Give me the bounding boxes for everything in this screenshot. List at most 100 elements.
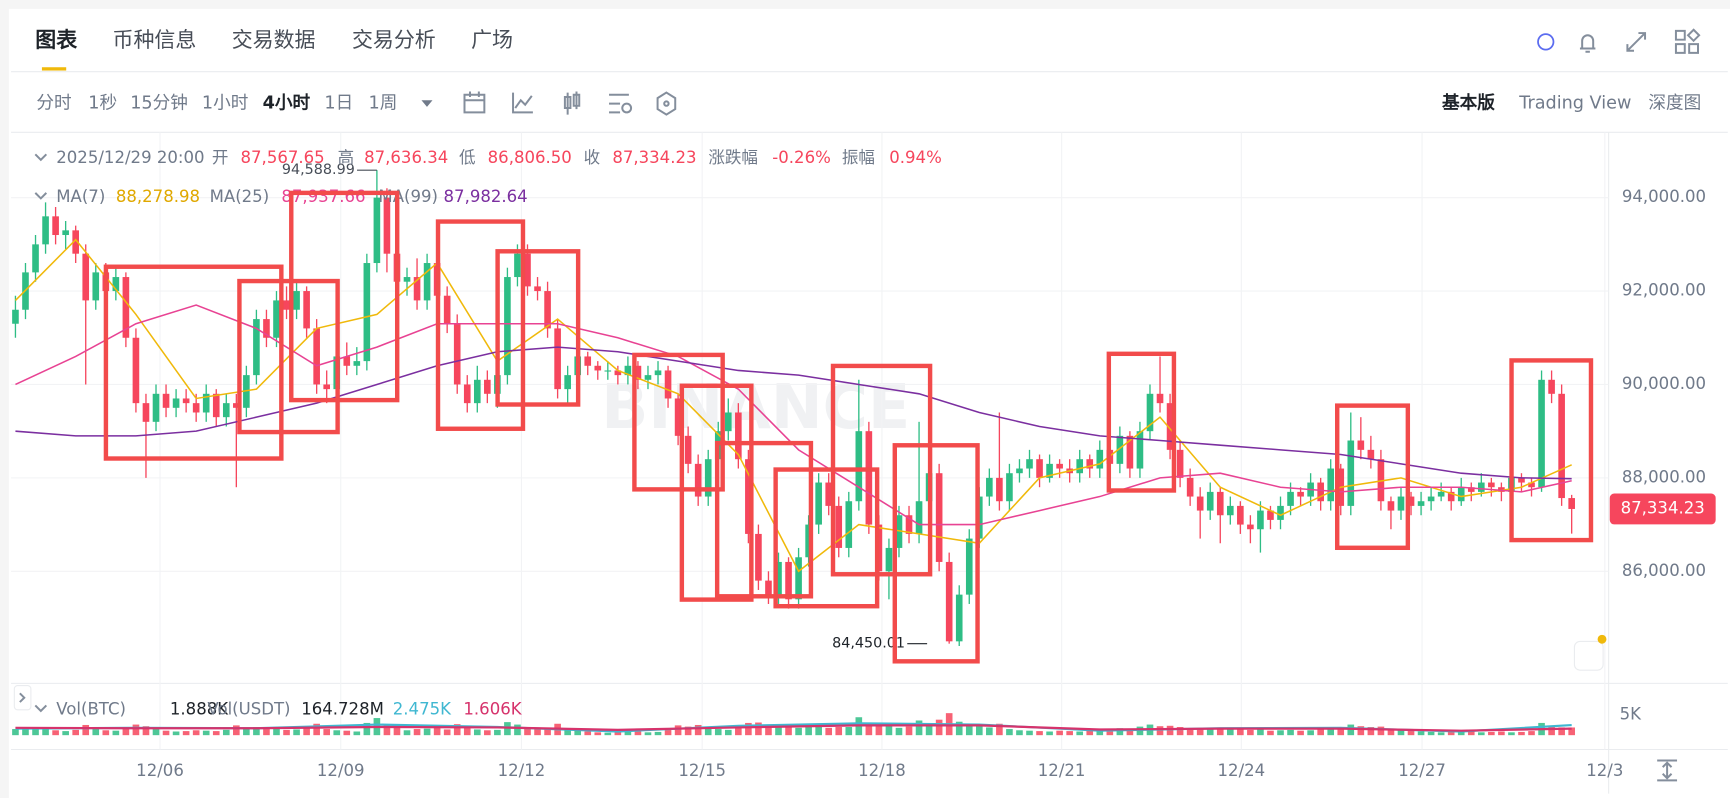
- volume-bar: [152, 729, 160, 736]
- volume-bar: [484, 730, 491, 736]
- info-label: 振幅: [842, 148, 875, 167]
- volume-bar: [835, 727, 843, 736]
- volume-bar: [353, 731, 361, 736]
- candle-body: [182, 398, 190, 404]
- candle-body: [303, 291, 310, 329]
- indicator-icon[interactable]: [512, 92, 533, 114]
- collapse[interactable]: [34, 153, 48, 162]
- candle-body: [674, 398, 682, 436]
- candle-body: [1176, 449, 1184, 478]
- volume-bar: [1357, 726, 1365, 736]
- candle-body: [233, 403, 240, 408]
- side-toggle[interactable]: [13, 685, 32, 711]
- legend-name: Vol(BTC): [56, 699, 126, 718]
- tab[interactable]: 交易分析: [352, 28, 436, 52]
- view[interactable]: 深度图: [1648, 93, 1701, 114]
- tab[interactable]: 币种信息: [113, 28, 197, 52]
- date-icon[interactable]: [463, 91, 486, 114]
- note-button[interactable]: [1573, 640, 1604, 671]
- tab[interactable]: 图表: [35, 28, 77, 52]
- interval[interactable]: 1日: [324, 94, 353, 114]
- volume-bar: [1417, 731, 1425, 736]
- volume-bar: [1267, 730, 1274, 736]
- expand-icon[interactable]: [1626, 32, 1647, 52]
- volume-bar: [594, 732, 602, 736]
- tabs: 图表 币种信息 交易数据 交易分析 广场: [35, 28, 513, 71]
- candle-body: [855, 431, 863, 502]
- volume-bar: [333, 730, 341, 736]
- scale-button[interactable]: [1657, 759, 1678, 782]
- volume-bar: [192, 730, 200, 736]
- candle-body: [12, 309, 19, 324]
- volume-bar: [574, 730, 582, 736]
- ai-icon[interactable]: [1537, 33, 1555, 51]
- candle-body: [1156, 393, 1164, 404]
- candle-body: [1427, 496, 1435, 502]
- box: [632, 352, 725, 492]
- volume-bar: [1056, 730, 1063, 736]
- volume-bar: [1026, 730, 1033, 736]
- legend-value: 164.728M: [301, 699, 384, 718]
- candle-body: [1367, 449, 1375, 460]
- tool-icon[interactable]: [656, 91, 677, 116]
- candle-body: [935, 473, 943, 562]
- volume-bar: [494, 729, 501, 736]
- volume-bar: [212, 731, 220, 736]
- candle-body: [845, 501, 853, 548]
- volume-bar: [634, 731, 642, 736]
- interval[interactable]: 4小时: [263, 93, 311, 114]
- card: [8, 8, 1730, 798]
- volume-bar: [534, 729, 541, 736]
- layout-icon[interactable]: [1674, 28, 1701, 54]
- volume-bar: [1006, 729, 1013, 736]
- collapse[interactable]: [34, 192, 48, 200]
- settings-icon[interactable]: [609, 93, 633, 114]
- volume-bar: [1518, 731, 1525, 736]
- interval[interactable]: 1秒: [88, 93, 117, 114]
- volume-bar: [142, 726, 150, 736]
- tab[interactable]: 广场: [471, 28, 513, 52]
- volume-bar: [875, 723, 883, 736]
- toolbar: 分时 1秒 15分钟 1小时 4小时 1日 1周 基本版 Trading Vie…: [36, 91, 1701, 116]
- bell-icon[interactable]: [1579, 34, 1596, 53]
- view[interactable]: Trading View: [1518, 94, 1631, 114]
- candle-body: [92, 272, 100, 301]
- volume-bar: [453, 724, 461, 736]
- volume-bar: [714, 729, 722, 736]
- candle-body: [1548, 379, 1555, 394]
- info-value: 0.94%: [889, 148, 942, 167]
- volume-bar: [122, 728, 130, 736]
- candle-body: [965, 538, 973, 595]
- legend-value: 87,982.64: [444, 187, 528, 206]
- interval[interactable]: 1小时: [202, 93, 248, 114]
- interval[interactable]: 15分钟: [130, 93, 188, 114]
- x-tick-label: 12/3: [1586, 761, 1623, 780]
- interval[interactable]: 分时: [36, 93, 71, 114]
- volume-bar: [1307, 730, 1314, 736]
- info-label: 开: [212, 148, 229, 167]
- volume-bar: [102, 730, 110, 736]
- candle-body: [765, 580, 772, 595]
- candle-body: [915, 501, 923, 534]
- volume-bar: [885, 726, 893, 736]
- candle-body: [1136, 431, 1144, 469]
- y-tick-label: 88,000.00: [1622, 467, 1706, 486]
- interval[interactable]: 1周: [369, 94, 398, 114]
- dropdown[interactable]: [421, 100, 433, 107]
- tab[interactable]: 交易数据: [232, 28, 316, 52]
- tab-underline: [41, 67, 67, 71]
- volume-bar: [775, 725, 782, 736]
- candle-body: [584, 356, 592, 366]
- volume-bar: [1257, 729, 1264, 736]
- candle-body: [755, 533, 762, 581]
- candle-body: [504, 277, 511, 376]
- view[interactable]: 基本版: [1441, 92, 1495, 114]
- candle-body: [534, 286, 541, 292]
- low-label: 84,450.01: [832, 636, 905, 652]
- candle-body: [1297, 491, 1304, 497]
- candle-body: [825, 482, 833, 506]
- candle-body: [484, 379, 491, 394]
- candle-body: [1538, 379, 1545, 488]
- collapse[interactable]: [34, 704, 48, 713]
- candle-icon[interactable]: [563, 91, 581, 115]
